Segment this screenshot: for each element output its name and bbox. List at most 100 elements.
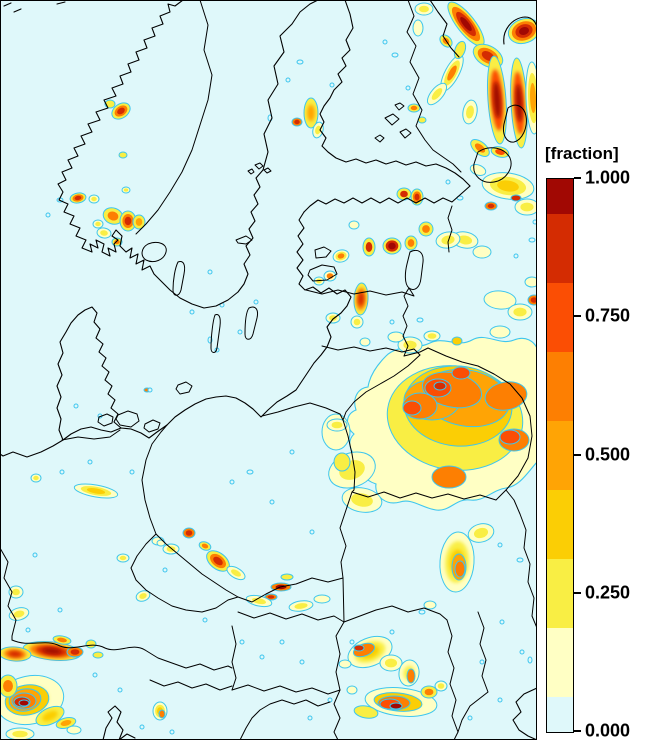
contour-dot <box>25 627 31 633</box>
data-patch-level <box>158 709 166 719</box>
data-patch-level <box>66 725 82 735</box>
data-patch <box>350 315 364 329</box>
data-patch <box>88 194 100 204</box>
data-patch <box>156 539 166 547</box>
lake-island-outline <box>404 249 424 291</box>
data-patch <box>426 82 448 106</box>
data-patch-level <box>530 82 536 114</box>
data-patch-level <box>410 105 418 111</box>
data-patch <box>66 646 84 658</box>
map-contour-dots-layer <box>25 39 537 735</box>
data-patch-level <box>86 488 106 494</box>
colorbar-tick-mark <box>574 177 581 179</box>
data-patch-level <box>348 220 360 230</box>
data-patch-level <box>419 5 429 13</box>
data-patch-level <box>424 688 434 696</box>
contour-dot <box>239 639 245 645</box>
data-patch-level <box>520 202 534 212</box>
data-patch <box>410 188 424 206</box>
data-patch-level <box>201 543 209 549</box>
colorbar-band <box>547 179 573 214</box>
data-patch-level <box>123 188 129 192</box>
contour-dot <box>129 469 135 475</box>
lake-island-outline <box>244 306 258 340</box>
data-patch <box>470 139 490 157</box>
colorbar-tick-label: 0.750 <box>585 305 631 326</box>
data-patch-level <box>74 195 82 201</box>
data-patch <box>451 336 463 346</box>
coastline-path <box>166 211 352 426</box>
contour-dot <box>405 85 411 91</box>
data-patch <box>102 207 124 225</box>
contour-dot <box>418 609 426 615</box>
contour-dot <box>117 687 123 693</box>
data-patch-level <box>451 336 463 346</box>
border-path <box>231 684 341 695</box>
border-path <box>457 611 489 733</box>
data-patch-level <box>118 151 128 159</box>
data-patch <box>510 194 522 202</box>
border-path <box>339 419 356 579</box>
data-patch <box>507 17 537 45</box>
lake-island-outline <box>115 410 140 428</box>
contour-dot <box>327 697 333 703</box>
data-patch <box>119 210 137 232</box>
colorbar-band <box>547 213 573 283</box>
colorbar-tick-mark <box>574 730 581 732</box>
data-patch <box>434 680 448 692</box>
data-patch <box>325 312 341 324</box>
data-patch <box>412 19 424 37</box>
data-patch-level <box>441 235 455 245</box>
lake-island-outline <box>247 168 255 175</box>
data-patch-level <box>530 297 537 303</box>
data-patch-level <box>42 647 62 655</box>
data-patch-level <box>484 381 528 411</box>
coastline-path <box>57 0 319 309</box>
border-path <box>447 205 453 253</box>
data-patch-level <box>433 381 447 391</box>
data-patch <box>116 553 130 563</box>
contour-dot <box>289 449 295 455</box>
lake-island-outline <box>384 113 400 126</box>
data-patch-level <box>472 245 492 259</box>
lake-island-outline <box>141 241 167 263</box>
contour-dot <box>309 529 315 535</box>
border-path <box>239 699 331 740</box>
data-patch <box>0 674 18 698</box>
data-patch-level <box>359 337 371 347</box>
border-path <box>343 605 448 623</box>
coastline-path <box>512 687 537 740</box>
colorbar-tick-mark <box>574 315 581 318</box>
lake-island-outline <box>172 261 186 296</box>
contour-dot <box>253 299 259 305</box>
colorbar-band <box>547 628 573 698</box>
data-patch-level <box>92 651 104 659</box>
data-patch-level <box>280 573 294 581</box>
data-patch-level <box>267 595 275 599</box>
data-patch <box>447 1 485 47</box>
data-patch-level <box>185 530 193 536</box>
data-patch <box>312 121 324 139</box>
border-path <box>231 625 237 691</box>
data-patch <box>288 600 314 612</box>
data-patch <box>389 702 403 710</box>
colorbar-tick-label: 1.000 <box>585 167 631 188</box>
colorbar-band <box>547 490 573 560</box>
coastline-path <box>56 306 122 441</box>
data-patch <box>313 594 331 604</box>
colorbar-title: [fraction] <box>545 144 619 163</box>
data-patch-level <box>422 225 430 233</box>
data-patch <box>69 192 87 204</box>
data-patch <box>30 473 42 483</box>
data-patch-level <box>139 593 147 599</box>
lake-island-outline <box>235 235 253 245</box>
lake-island-outline <box>503 104 527 143</box>
border-path <box>342 577 345 623</box>
data-patch <box>8 585 24 599</box>
data-patch-level <box>70 649 80 655</box>
data-patch <box>326 418 348 432</box>
data-patch <box>353 644 365 652</box>
data-patch-level <box>124 216 132 226</box>
data-patch-level <box>329 315 337 321</box>
data-patch <box>387 331 405 343</box>
